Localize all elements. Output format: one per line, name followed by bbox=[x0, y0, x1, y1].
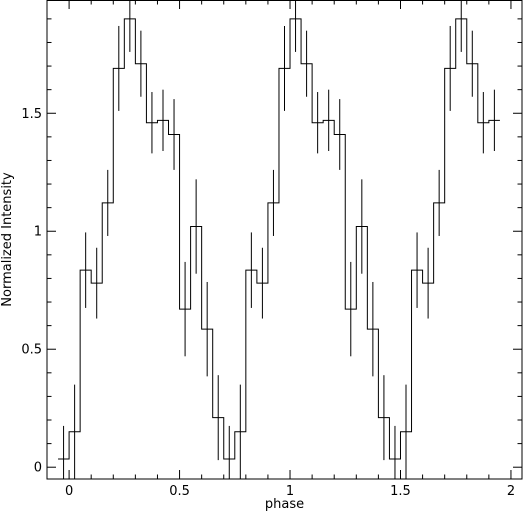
x-tick-label: 2 bbox=[507, 484, 515, 499]
y-tick-label: 0 bbox=[34, 461, 42, 476]
y-tick-label: 0.5 bbox=[21, 343, 42, 358]
step-line bbox=[58, 18, 500, 460]
x-tick-label: 1.5 bbox=[390, 484, 411, 499]
tick-labels: 0 0.5 1 1.5 2 0 0.5 1 1.5 bbox=[21, 107, 515, 499]
x-tick-label: 1 bbox=[286, 484, 294, 499]
x-tick-label: 0.5 bbox=[169, 484, 190, 499]
plot-frame bbox=[46, 0, 523, 480]
y-tick-label: 1.5 bbox=[21, 107, 42, 122]
histogram-steps bbox=[58, 18, 500, 460]
y-tick-label: 1 bbox=[34, 225, 42, 240]
x-axis-label: phase bbox=[265, 497, 304, 512]
x-tick-label: 0 bbox=[65, 484, 73, 499]
y-axis-label: Normalized Intensity bbox=[0, 172, 15, 307]
